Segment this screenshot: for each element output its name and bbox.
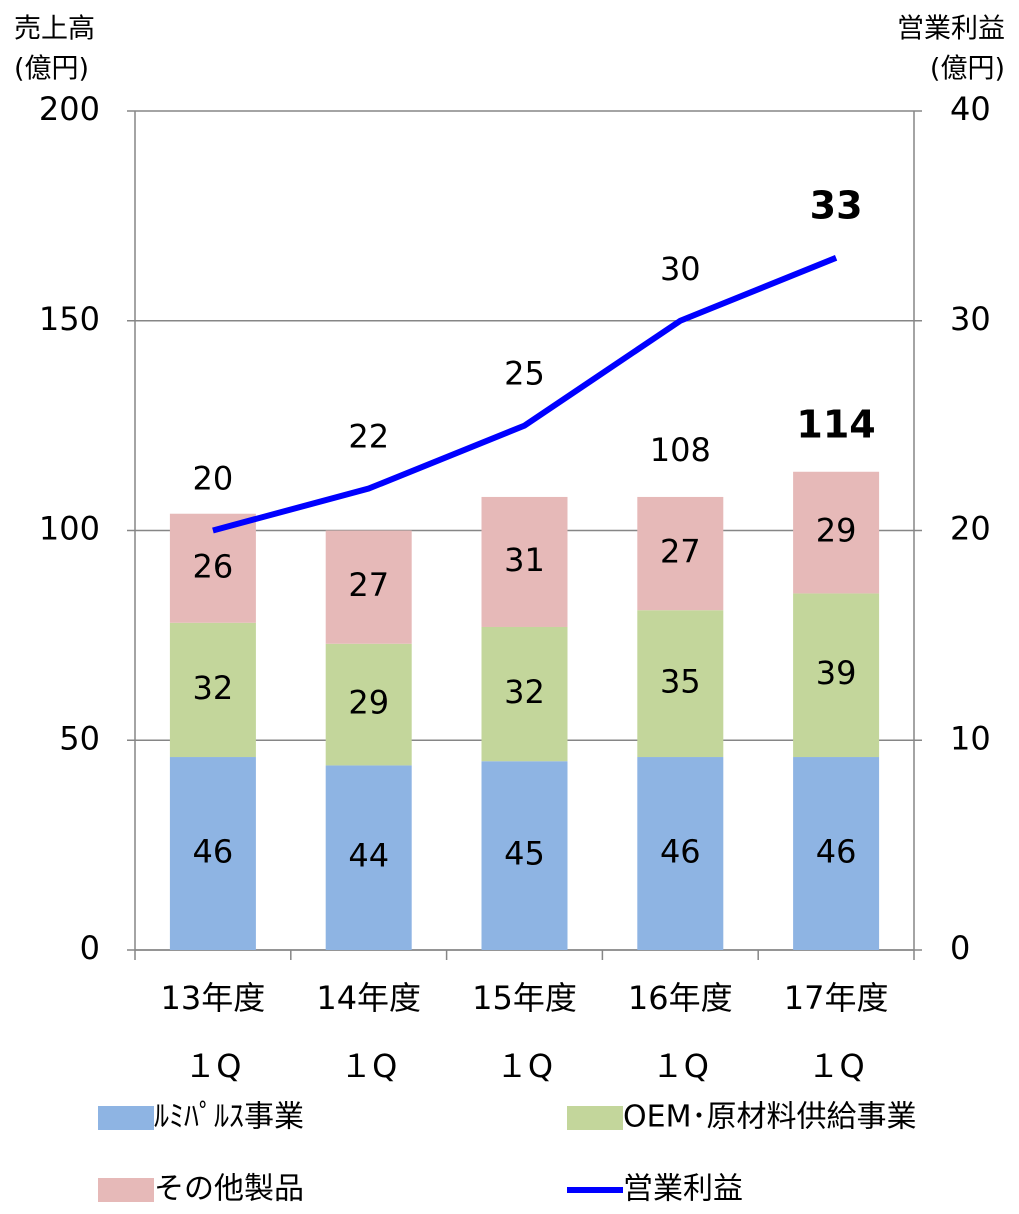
line: [212, 255, 838, 534]
bar-label: 32: [504, 673, 545, 711]
y2-tick-label: 20: [950, 510, 991, 548]
y-axis-title: 売上高: [14, 14, 95, 45]
legend-swatch: [98, 1178, 154, 1202]
y-tick-label: 0: [80, 929, 100, 967]
bar-label: 45: [504, 835, 545, 873]
bar-segment: [481, 626, 568, 762]
line-label: 20: [193, 460, 234, 498]
legend-swatch: [98, 1106, 154, 1130]
bar-segment: [325, 765, 412, 950]
y2-tick-label: 40: [950, 90, 991, 128]
y2-axis-title: 営業利益: [897, 14, 1005, 45]
total-label: 108: [650, 431, 711, 469]
bar-label: 46: [816, 833, 857, 871]
bar-label: 35: [660, 663, 701, 701]
bar-label: 29: [348, 684, 389, 722]
line-label: 25: [504, 355, 545, 393]
y-tick-label: 50: [59, 719, 100, 757]
x-tick-label: 15年度: [472, 979, 577, 1017]
y2-tick-label: 10: [950, 719, 991, 757]
bar-segment: [637, 757, 724, 950]
legend-label: その他製品: [154, 1172, 304, 1207]
x-tick-label: １Q: [652, 1047, 709, 1085]
bar-label: 27: [348, 566, 389, 604]
bar-segment: [481, 761, 568, 950]
bar-segment: [793, 757, 880, 950]
y-axis-title: (億円): [14, 54, 89, 85]
x-tick-label: １Q: [496, 1047, 553, 1085]
legend-swatch: [567, 1106, 623, 1130]
y-tick-label: 200: [39, 90, 100, 128]
total-label: 114: [796, 402, 875, 446]
y-tick-label: 100: [39, 510, 100, 548]
bar-segment: [169, 757, 256, 950]
legend-label: OEM･原材料供給事業: [623, 1100, 916, 1135]
bar-segment: [793, 593, 880, 758]
y2-tick-label: 30: [950, 300, 991, 338]
legend-label: ﾙﾐﾊﾟﾙｽ事業: [154, 1100, 304, 1135]
bar-label: 32: [193, 669, 234, 707]
x-tick-label: 16年度: [628, 979, 733, 1017]
bar-label: 26: [193, 547, 234, 585]
bar-label: 39: [816, 654, 857, 692]
x-tick-label: 14年度: [316, 979, 421, 1017]
bar-label: 27: [660, 533, 701, 571]
bar-label: 46: [193, 833, 234, 871]
bar-label: 46: [660, 833, 701, 871]
y-tick-label: 150: [39, 300, 100, 338]
bar-segment: [169, 513, 256, 623]
bar-segment: [169, 622, 256, 758]
bar-label: 31: [504, 541, 545, 579]
line-label: 30: [660, 250, 701, 288]
y2-tick-label: 0: [950, 929, 970, 967]
bar-segment: [793, 471, 880, 594]
x-tick-label: １Q: [184, 1047, 241, 1085]
bar-label: 44: [348, 837, 389, 875]
bar-segment: [325, 643, 412, 766]
line-label: 22: [348, 418, 389, 456]
y2-axis-title: (億円): [930, 54, 1005, 85]
bar-segment: [325, 530, 412, 644]
bar-segment: [637, 496, 724, 611]
line-label: 33: [810, 183, 863, 227]
x-tick-label: １Q: [807, 1047, 864, 1085]
x-tick-label: 17年度: [784, 979, 889, 1017]
bar-label: 29: [816, 512, 857, 550]
x-tick-label: 13年度: [161, 979, 266, 1017]
bar-segment: [637, 610, 724, 758]
legend-label: 営業利益: [623, 1172, 743, 1207]
x-tick-label: １Q: [340, 1047, 397, 1085]
bar-segment: [481, 496, 568, 627]
